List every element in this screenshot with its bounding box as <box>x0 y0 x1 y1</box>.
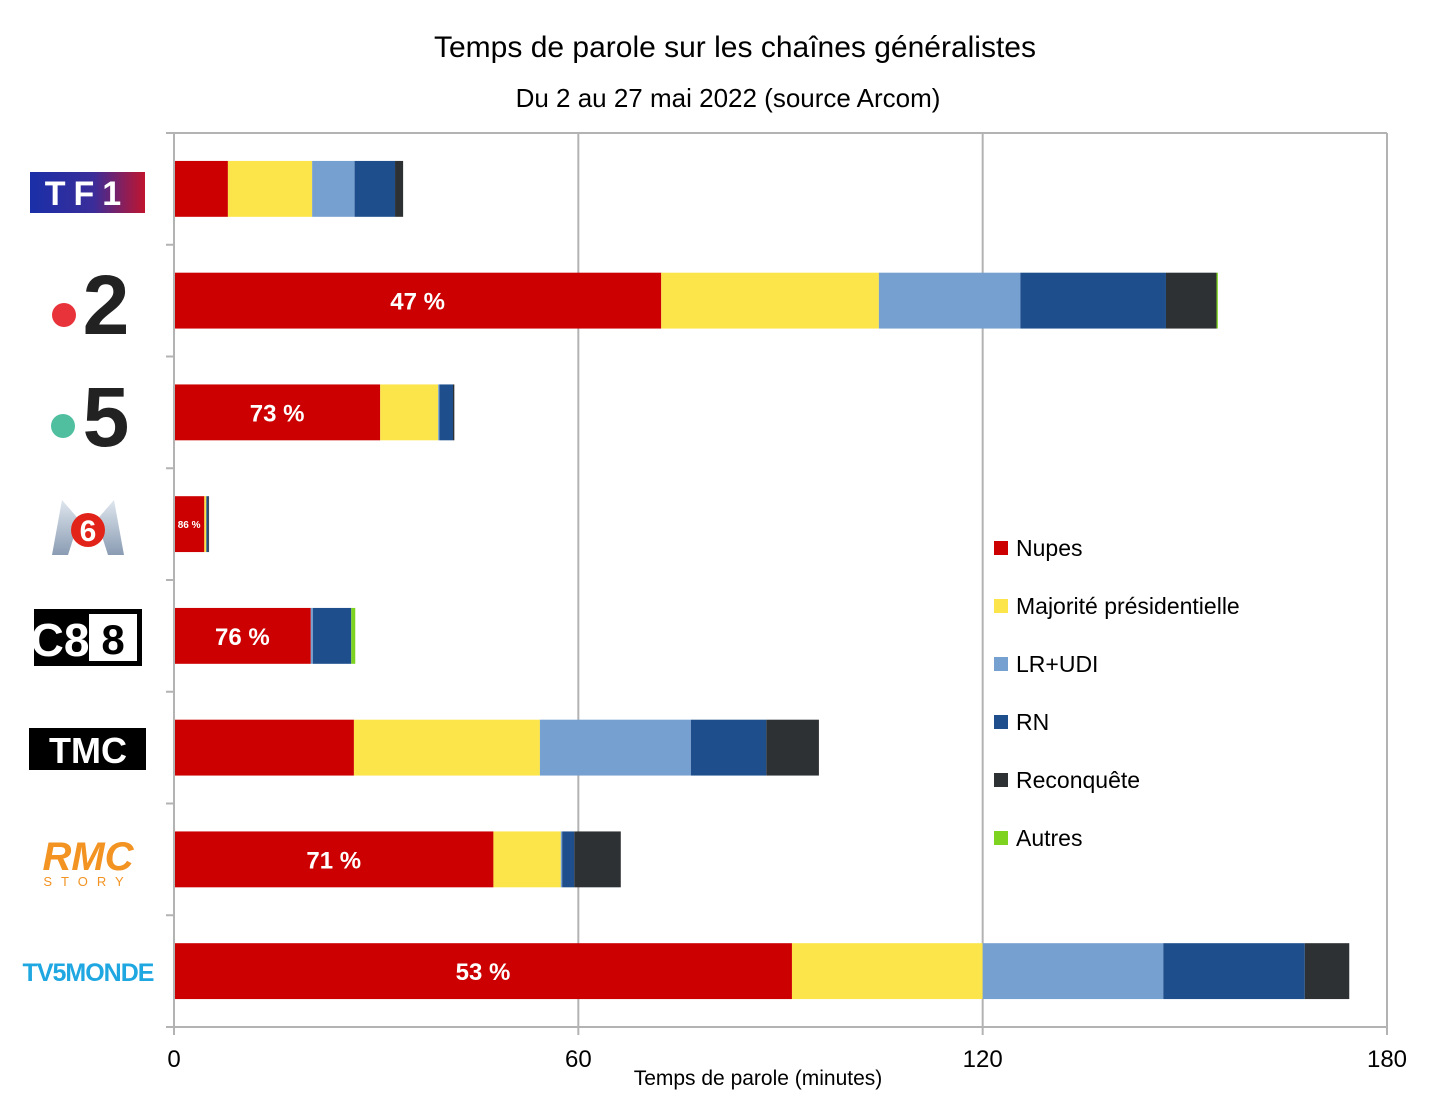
bar-segment <box>562 831 575 888</box>
rmc-logo-subtext: STORY <box>43 874 132 889</box>
legend-swatch <box>994 599 1008 613</box>
bar-segment <box>1304 943 1350 1000</box>
bar-segment <box>452 384 455 441</box>
bar-segment <box>560 831 563 888</box>
rmc-logo-text: RMC <box>42 835 134 879</box>
bar-segment <box>351 607 356 664</box>
bar-segment <box>574 831 621 888</box>
bar-segment <box>227 160 313 217</box>
legend-background <box>984 500 1274 888</box>
bar-percent-label: 86 % <box>178 520 201 531</box>
axes <box>166 132 1388 1035</box>
bar-segment <box>539 719 691 776</box>
bar-labels: 47 % 73 % 86 % 76 % 71 % 53 % <box>178 289 511 987</box>
bars <box>174 160 1350 1000</box>
bar-segment <box>354 160 396 217</box>
bar-segment <box>878 272 1021 329</box>
tf1-logo: TF1 <box>30 172 145 213</box>
legend-label: Majorité présidentielle <box>1016 593 1240 619</box>
legend-label: Autres <box>1016 825 1082 851</box>
bar-segment <box>690 719 767 776</box>
bar-percent-label: 76 % <box>215 624 270 651</box>
legend: Nupes Majorité présidentielle LR+UDI RN Reco… <box>994 535 1240 851</box>
bar-segment <box>174 607 311 664</box>
x-tick-label: 120 <box>963 1046 1003 1073</box>
bar-segment <box>380 384 439 441</box>
bar-segment <box>204 496 207 553</box>
c8-logo-text: C8 <box>31 614 90 666</box>
m6-logo-circle <box>71 513 105 547</box>
france2-logo-text: 2 <box>83 258 130 352</box>
bar-segment <box>1020 272 1166 329</box>
m6-logo-m <box>52 500 124 555</box>
bar-segment <box>1165 272 1217 329</box>
legend-swatch <box>994 541 1008 555</box>
chart-subtitle: Du 2 au 27 mai 2022 (source Arcom) <box>516 83 941 113</box>
france5-logo-text: 5 <box>83 370 130 464</box>
bar-segment <box>174 719 354 776</box>
france2-logo-dot <box>52 303 76 327</box>
bar-segment <box>174 831 494 888</box>
tmc-logo-background <box>29 728 146 770</box>
tv5monde-logo: TV5MONDE <box>23 959 155 987</box>
legend-label: RN <box>1016 709 1049 735</box>
bar-segment <box>310 607 313 664</box>
bar-segment <box>174 943 792 1000</box>
legend-label: LR+UDI <box>1016 651 1098 677</box>
bar-segment <box>174 496 205 553</box>
bar-segment <box>206 496 209 553</box>
legend-label: Nupes <box>1016 535 1082 561</box>
tv5monde-logo-text: TV5MONDE <box>23 959 154 987</box>
bar-segment <box>493 831 561 888</box>
bar-segment <box>791 943 983 1000</box>
channel-logos: TF1 2 5 6 C8 8 <box>23 172 155 987</box>
bar-percent-label: 73 % <box>250 400 305 427</box>
x-axis-label: Temps de parole (minutes) <box>634 1067 883 1090</box>
c8-logo: C8 8 <box>31 609 142 666</box>
bar-segment <box>353 719 540 776</box>
c8-logo-eight: 8 <box>101 616 124 663</box>
c8-logo-box <box>89 614 137 661</box>
legend-swatch <box>994 715 1008 729</box>
france5-logo: 5 <box>51 370 129 464</box>
bar-segment <box>312 607 352 664</box>
france2-logo: 2 <box>52 258 129 352</box>
bar-segment <box>174 384 381 441</box>
bar-segment <box>982 943 1164 1000</box>
bar-segment <box>661 272 879 329</box>
tf1-logo-text: TF1 <box>45 175 129 213</box>
legend-swatch <box>994 657 1008 671</box>
bar-segment <box>174 272 662 329</box>
m6-logo-text: 6 <box>80 515 97 548</box>
legend-swatch <box>994 831 1008 845</box>
bar-percent-label: 47 % <box>390 289 445 316</box>
bar-segment <box>1163 943 1305 1000</box>
bar-segment <box>312 160 355 217</box>
tmc-logo-text: TMC <box>49 730 127 771</box>
tmc-logo: TMC <box>29 728 146 771</box>
chart-title: Temps de parole sur les chaînes générali… <box>434 31 1036 64</box>
bar-segment <box>439 384 453 441</box>
legend-label: Reconquête <box>1016 767 1140 793</box>
bar-percent-label: 53 % <box>456 959 511 986</box>
bar-segment <box>766 719 819 776</box>
france5-logo-dot <box>51 414 75 438</box>
bar-segment <box>174 160 228 217</box>
bar-segment <box>395 160 404 217</box>
legend-swatch <box>994 773 1008 787</box>
x-tick-label: 60 <box>565 1046 592 1073</box>
tf1-logo-background <box>30 172 145 213</box>
x-tick-labels: 0 60 120 180 <box>167 1046 1407 1073</box>
rmc-story-logo: RMC STORY <box>42 835 134 889</box>
bar-percent-label: 71 % <box>306 847 361 874</box>
m6-logo: 6 <box>52 500 124 555</box>
bar-segment <box>438 384 440 441</box>
bar-segment <box>208 496 210 553</box>
x-tick-label: 180 <box>1367 1046 1407 1073</box>
x-tick-label: 0 <box>167 1046 180 1073</box>
bar-segment <box>1216 272 1218 329</box>
